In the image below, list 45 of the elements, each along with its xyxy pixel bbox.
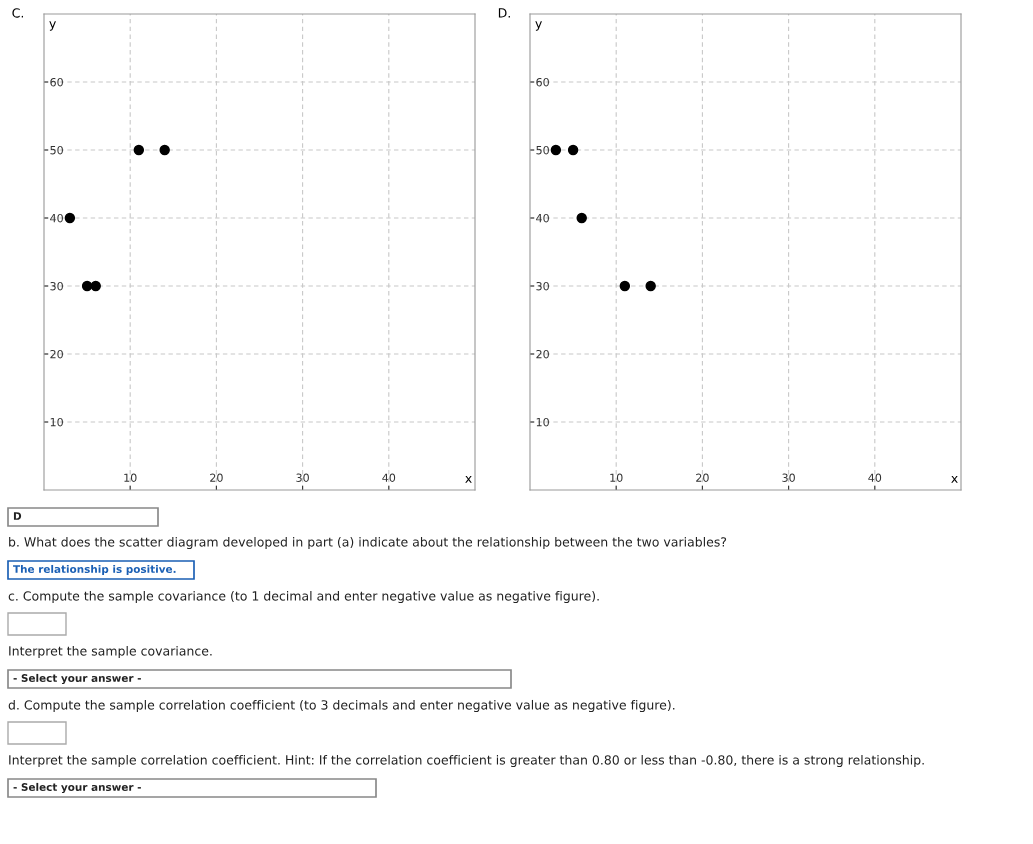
point xyxy=(576,212,587,224)
text: Interpret the sample correlation coefficient. Hint: If the correlation coefficient is greater than 0.80 or less than -0.80, there is a strong relationship. xyxy=(9,754,924,768)
y-tick-label: 60 xyxy=(536,77,549,87)
x-tick-label: 30 xyxy=(296,473,309,482)
x-tick-label: 10 xyxy=(610,473,623,482)
y-tick-label: 20 xyxy=(536,349,549,359)
y-tick-label: 40 xyxy=(536,213,549,223)
point xyxy=(619,280,631,292)
y-tick-label: 10 xyxy=(50,417,63,427)
point xyxy=(645,280,656,292)
y-tick-label: 30 xyxy=(536,281,549,291)
x-tick-label: 40 xyxy=(868,473,882,482)
y-tick-label: 50 xyxy=(50,145,63,155)
y-tick-label: 30 xyxy=(50,281,63,291)
x-tick-label: 30 xyxy=(782,473,795,482)
text: - Select your answer - xyxy=(13,782,141,794)
x-axis-title: x xyxy=(465,476,472,483)
text: Interpret the sample covariance. xyxy=(9,645,212,659)
point xyxy=(90,280,101,292)
text: - Select your answer - xyxy=(13,673,141,685)
chart-title: D. xyxy=(498,8,510,18)
text: b. What does the scatter diagram developed in part (a) indicate about the relationship between the two variables? xyxy=(9,536,727,550)
point xyxy=(64,212,76,224)
chart-title: C. xyxy=(12,8,24,18)
point xyxy=(81,280,93,292)
point xyxy=(550,144,562,156)
text: c. Compute the sample covariance (to 1 decimal and enter negative value as negative figure). xyxy=(8,590,599,604)
x-tick-label: 20 xyxy=(210,473,223,482)
point xyxy=(133,144,145,156)
y-tick-label: 10 xyxy=(536,417,549,427)
x-tick-label: 10 xyxy=(124,473,137,482)
y-tick-label: 60 xyxy=(50,77,63,87)
point xyxy=(159,144,170,156)
x-axis-title: x xyxy=(951,476,958,483)
text: D xyxy=(13,512,22,520)
y-tick-label: 50 xyxy=(536,145,549,155)
y-axis-title: y xyxy=(49,21,56,31)
point xyxy=(567,144,579,156)
x-tick-label: 20 xyxy=(696,473,709,482)
text: d. Compute the sample correlation coefficient (to 3 decimals and enter negative value as negative figure). xyxy=(8,699,675,713)
y-tick-label: 20 xyxy=(50,349,63,359)
y-tick-label: 40 xyxy=(50,213,63,223)
text: The relationship is positive. xyxy=(13,564,176,576)
x-tick-label: 40 xyxy=(382,473,396,482)
y-axis-title: y xyxy=(535,21,542,31)
